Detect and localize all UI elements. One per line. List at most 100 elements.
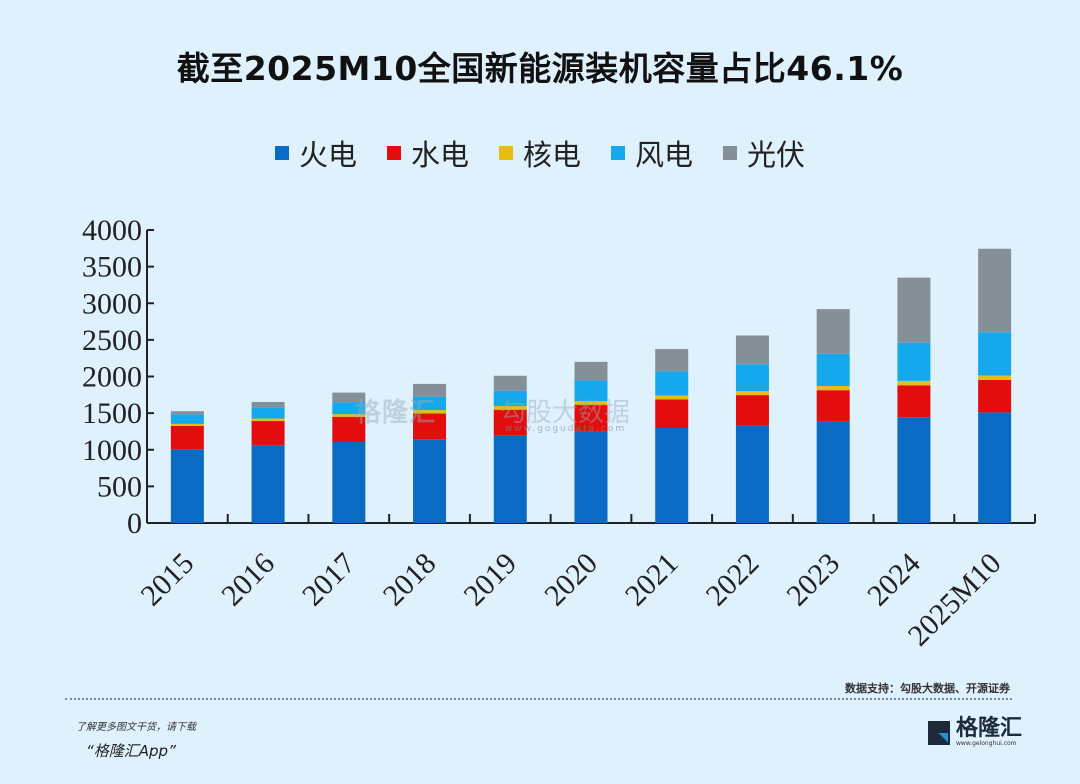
bar-segment-2020-水电 bbox=[574, 404, 608, 432]
bar-segment-2018-光伏 bbox=[413, 383, 447, 397]
legend-item-wind: 风电 bbox=[611, 132, 693, 174]
bar-segment-2016-水电 bbox=[251, 421, 285, 446]
bar-segment-2023-水电 bbox=[816, 390, 850, 422]
watermark-url: www.gogudata.com bbox=[505, 424, 627, 434]
x-tick-label: 2019 bbox=[457, 547, 523, 613]
chart-legend: 火电 水电 核电 风电 光伏 bbox=[0, 132, 1080, 174]
watermark-brand: 格隆汇 bbox=[355, 398, 437, 428]
y-tick-label: 2500 bbox=[82, 324, 142, 357]
x-tick-label: 2020 bbox=[538, 547, 604, 613]
legend-item-solar: 光伏 bbox=[723, 132, 805, 174]
y-tick-label: 0 bbox=[127, 507, 142, 540]
bar-segment-2016-核电 bbox=[251, 418, 285, 422]
bar-segment-2024-光伏 bbox=[897, 277, 931, 343]
bar-segment-2018-风电 bbox=[413, 396, 447, 411]
logo-text: 格隆汇 bbox=[956, 716, 1023, 741]
x-tick-label: 2021 bbox=[619, 547, 685, 613]
bar-segment-2022-核电 bbox=[735, 391, 769, 396]
legend-label: 核电 bbox=[522, 138, 581, 172]
y-tick-label: 3500 bbox=[82, 251, 142, 284]
bar-segment-2024-核电 bbox=[897, 380, 931, 386]
bar-segment-2015-火电 bbox=[170, 449, 204, 523]
bar-segment-2017-风电 bbox=[332, 402, 366, 415]
bar-segment-2019-水电 bbox=[493, 409, 527, 436]
bar-segment-2021-核电 bbox=[655, 395, 689, 400]
legend-label: 风电 bbox=[635, 138, 694, 172]
bar-segment-2020-风电 bbox=[574, 380, 608, 402]
bar-segment-2024-火电 bbox=[897, 417, 931, 523]
bar-segment-2025M10-火电 bbox=[978, 412, 1012, 523]
bar-segment-2017-水电 bbox=[332, 416, 366, 442]
brand-logo[interactable]: 格隆汇 www.gelonghui.com bbox=[928, 718, 1022, 747]
legend-swatch bbox=[498, 146, 513, 160]
watermark-partner: 勾股大数据 bbox=[500, 398, 631, 428]
legend-label: 火电 bbox=[298, 138, 357, 172]
bar-segment-2025M10-核电 bbox=[978, 375, 1012, 380]
bar-segment-2025M10-光伏 bbox=[978, 248, 1012, 333]
bar-segment-2019-火电 bbox=[493, 435, 527, 523]
x-tick-label: 2023 bbox=[780, 547, 846, 613]
x-tick-label: 2024 bbox=[861, 547, 927, 613]
bar-segment-2015-风电 bbox=[170, 414, 204, 424]
legend-swatch bbox=[611, 146, 625, 160]
bar-segment-2022-光伏 bbox=[735, 335, 769, 365]
y-tick-label: 2000 bbox=[82, 361, 142, 394]
bar-segment-2023-火电 bbox=[816, 421, 850, 523]
legend-swatch bbox=[386, 146, 401, 160]
bar-segment-2021-水电 bbox=[655, 399, 689, 428]
y-tick-label: 3000 bbox=[82, 287, 142, 320]
bar-segment-2018-水电 bbox=[413, 413, 447, 440]
bar-segment-2016-光伏 bbox=[251, 401, 285, 408]
bar-segment-2025M10-水电 bbox=[978, 379, 1012, 413]
promo-text: 了解更多图文干货，请下载 bbox=[76, 722, 196, 733]
legend-label: 光伏 bbox=[747, 138, 806, 172]
bar-segment-2016-火电 bbox=[251, 445, 285, 523]
bar-segment-2019-风电 bbox=[493, 390, 527, 407]
legend-item-hydro: 水电 bbox=[386, 132, 469, 174]
bar-segment-2015-核电 bbox=[170, 423, 204, 426]
bar-segment-2017-光伏 bbox=[332, 392, 366, 403]
legend-item-thermal: 火电 bbox=[274, 132, 357, 174]
bar-segment-2025M10-风电 bbox=[978, 332, 1012, 376]
bar-segment-2022-水电 bbox=[735, 395, 769, 426]
bar-segment-2023-核电 bbox=[816, 386, 850, 391]
bar-segment-2020-核电 bbox=[574, 401, 608, 405]
bar-segment-2024-水电 bbox=[897, 385, 931, 418]
bar-segment-2020-光伏 bbox=[574, 361, 608, 381]
bar-segment-2019-核电 bbox=[493, 406, 527, 410]
x-tick-label: 2018 bbox=[377, 547, 443, 613]
footer-divider bbox=[65, 698, 1012, 700]
chart-title: 截至2025M10全国新能源装机容量占比46.1% bbox=[176, 49, 904, 88]
bar-segment-2017-核电 bbox=[332, 414, 366, 417]
x-tick-label: 2015 bbox=[135, 547, 201, 613]
bar-segment-2022-风电 bbox=[735, 364, 769, 392]
legend-swatch bbox=[723, 146, 738, 160]
bar-segment-2021-风电 bbox=[655, 371, 689, 396]
bar-segment-2024-风电 bbox=[897, 342, 931, 381]
bar-segment-2023-光伏 bbox=[816, 309, 850, 354]
x-tick-label: 2017 bbox=[296, 547, 362, 613]
x-tick-label: 2016 bbox=[215, 547, 281, 613]
bar-segment-2021-火电 bbox=[655, 427, 689, 523]
y-tick-label: 4000 bbox=[82, 214, 142, 247]
bar-segment-2018-火电 bbox=[413, 439, 447, 523]
bar-segment-2019-光伏 bbox=[493, 375, 527, 391]
bar-segment-2018-核电 bbox=[413, 410, 447, 414]
legend-swatch bbox=[274, 146, 289, 160]
bar-segment-2015-水电 bbox=[170, 425, 204, 450]
legend-item-nuclear: 核电 bbox=[498, 132, 581, 174]
bar-segment-2022-火电 bbox=[735, 425, 769, 523]
legend-label: 水电 bbox=[410, 138, 469, 172]
promo-app-name: “格隆汇App” bbox=[86, 742, 176, 760]
bar-segment-2021-光伏 bbox=[655, 349, 689, 372]
data-source: 数据支持：勾股大数据、开源证券 bbox=[845, 682, 1010, 695]
bar-segment-2015-光伏 bbox=[170, 411, 204, 415]
bar-segment-2020-火电 bbox=[574, 431, 608, 523]
x-tick-label: 2022 bbox=[700, 547, 766, 613]
logo-icon bbox=[928, 720, 950, 745]
y-tick-label: 500 bbox=[97, 470, 142, 503]
bar-segment-2023-风电 bbox=[816, 353, 850, 387]
bar-segment-2017-火电 bbox=[332, 441, 366, 523]
logo-url: www.gelonghui.com bbox=[956, 740, 1017, 747]
